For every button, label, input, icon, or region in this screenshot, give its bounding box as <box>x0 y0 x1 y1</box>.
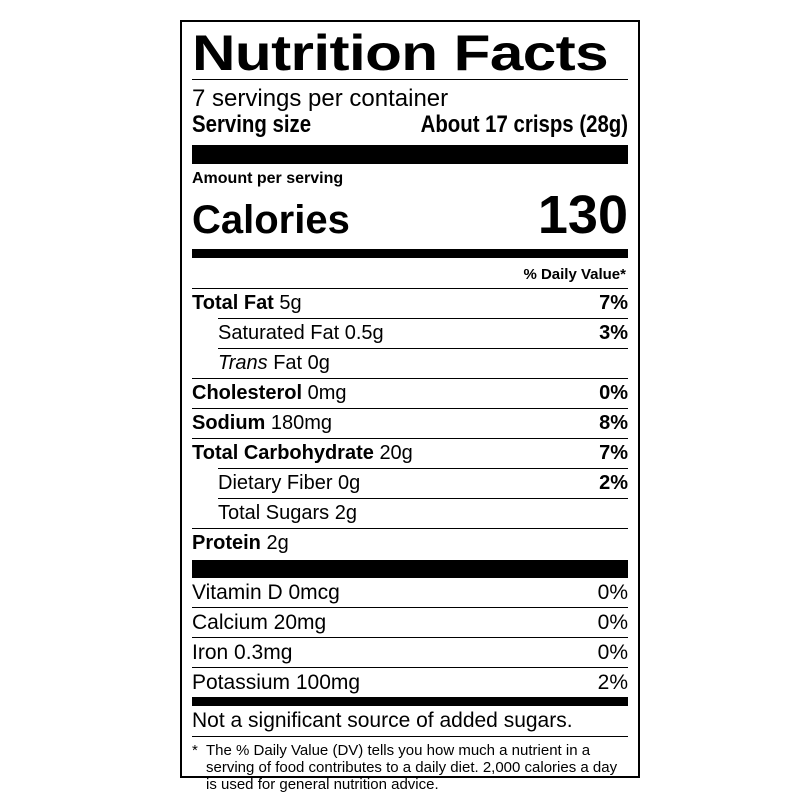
nutrient-row: Total Fat 5g 7% <box>192 289 628 318</box>
nutrient-name-italic: Trans <box>218 352 268 374</box>
amount-per-serving: Amount per serving <box>192 170 344 187</box>
nutrient-daily-value: 7% <box>599 442 628 464</box>
vitamin-daily-value: 2% <box>597 671 628 694</box>
daily-value-header: % Daily Value* <box>192 258 628 289</box>
vitamin-label: Calcium 20mg <box>192 611 327 634</box>
nutrient-row: Total Carbohydrate 20g 7% <box>192 438 628 468</box>
nutrient-amount: 20g <box>379 442 413 464</box>
vitamin-daily-value: 0% <box>597 641 628 664</box>
nutrient-row: Saturated Fat 0.5g 3% <box>218 318 628 348</box>
nutrient-amount: 0g <box>307 352 330 374</box>
nutrient-amount: 5g <box>279 292 302 314</box>
vitamin-daily-value: 0% <box>597 611 628 634</box>
nutrient-name: Dietary Fiber 0g <box>218 469 360 498</box>
nutrient-amount: 0mg <box>307 382 347 404</box>
vitamin-label: Potassium 100mg <box>192 671 361 694</box>
vitamin-row: Calcium 20mg 0% <box>192 607 628 637</box>
nutrient-name: Total Fat 5g <box>192 289 302 318</box>
nutrient-label: Total Carbohydrate <box>192 442 374 464</box>
vitamin-row: Potassium 100mg 2% <box>192 667 628 697</box>
calories-row: Calories 130 <box>192 185 628 245</box>
nutrient-daily-value: 0% <box>599 382 628 404</box>
nutrient-amount: 0g <box>338 472 361 494</box>
nutrient-amount: 2g <box>334 502 357 524</box>
serving-size: Serving size About 17 crisps (28g) <box>192 112 628 138</box>
nutrient-name: Sodium 180mg <box>192 409 332 438</box>
nutrient-label: Total Sugars <box>218 502 330 524</box>
vitamin-daily-value: 0% <box>597 581 628 604</box>
nutrient-daily-value: 7% <box>599 292 628 314</box>
nutrient-row: Trans Fat 0g <box>218 348 628 378</box>
nutrient-label: Dietary Fiber <box>218 472 333 494</box>
nutrient-label: Total Fat <box>192 292 274 314</box>
medium-divider <box>192 697 628 706</box>
nutrient-daily-value: 3% <box>599 322 628 344</box>
thick-divider <box>192 560 628 578</box>
vitamin-row: Iron 0.3mg 0% <box>192 637 628 667</box>
medium-divider <box>192 249 628 258</box>
divider <box>192 79 628 80</box>
nutrition-facts-label: Nutrition Facts 7 servings per container… <box>180 20 640 793</box>
title-text: Nutrition Facts <box>192 25 609 81</box>
serving-size-label: Serving size <box>192 111 312 138</box>
nutrient-name: Trans Fat 0g <box>218 349 330 378</box>
nutrient-label: Cholesterol <box>192 382 303 404</box>
nutrient-name: Protein 2g <box>192 529 289 558</box>
footnote-star: * <box>192 742 198 759</box>
calories-value: 130 <box>537 185 628 245</box>
nutrient-name: Cholesterol 0mg <box>192 379 347 408</box>
nutrient-name: Total Sugars 2g <box>218 499 357 528</box>
servings-per-container: 7 servings per container <box>192 85 449 112</box>
nutrient-label: Sodium <box>192 412 266 434</box>
nutrient-row: Protein 2g <box>192 528 628 558</box>
vitamin-label: Iron 0.3mg <box>192 641 293 664</box>
nutrient-name: Saturated Fat 0.5g <box>218 319 384 348</box>
footnote-text: The % Daily Value (DV) tells you how muc… <box>206 742 618 793</box>
nutrient-label: Fat <box>273 352 303 374</box>
nutrient-label: Saturated Fat <box>218 322 340 344</box>
thick-divider <box>192 145 628 164</box>
nutrient-row: Dietary Fiber 0g 2% <box>218 468 628 498</box>
calories-label: Calories <box>192 198 350 242</box>
nutrient-amount: 180mg <box>270 412 333 434</box>
nutrient-row: Sodium 180mg 8% <box>192 408 628 438</box>
nutrient-daily-value: 8% <box>599 412 628 434</box>
nutrient-row: Total Sugars 2g <box>218 498 628 528</box>
label-title: Nutrition Facts <box>192 27 628 79</box>
nutrient-label: Protein <box>192 532 261 554</box>
serving-size-value: About 17 crisps (28g) <box>420 111 628 138</box>
nutrient-list: Total Fat 5g 7% Saturated Fat 0.5g 3% Trans … <box>192 289 628 558</box>
nutrient-row: Cholesterol 0mg 0% <box>192 378 628 408</box>
nutrient-daily-value: 2% <box>599 472 628 494</box>
nutrient-name: Total Carbohydrate 20g <box>192 439 413 468</box>
added-sugars-note: Not a significant source of added sugars… <box>192 706 628 737</box>
footnote: * The % Daily Value (DV) tells you how m… <box>192 742 628 793</box>
vitamin-row: Vitamin D 0mcg 0% <box>192 578 628 607</box>
vitamin-list: Vitamin D 0mcg 0% Calcium 20mg 0% Iron 0.3mg… <box>192 578 628 697</box>
vitamin-label: Vitamin D 0mcg <box>192 581 340 604</box>
nutrient-amount: 2g <box>266 532 289 554</box>
nutrient-amount: 0.5g <box>344 322 384 344</box>
